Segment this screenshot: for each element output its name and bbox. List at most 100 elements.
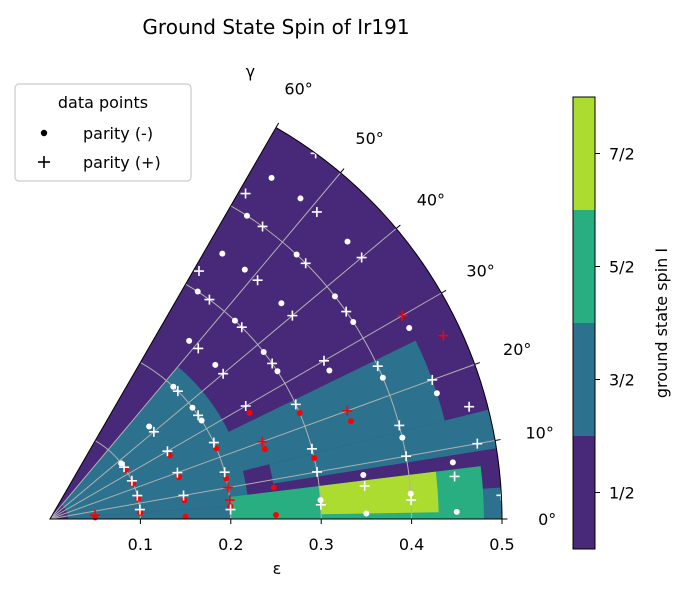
point-parity-minus [311,454,318,461]
angle-tick-label: 30° [466,261,494,280]
point-parity-plus [341,306,352,317]
point-parity-plus [406,495,417,506]
point-parity-plus [193,410,204,421]
point-parity-minus [198,417,205,424]
angle-tick-label: 10° [525,424,553,443]
colorbar: ground state spin I 1/2 3/2 5/2 7/2 [572,96,671,550]
colorbar-tick-label: 1/2 [609,484,635,503]
region-spin-7-2-5 [319,471,439,515]
point-parity-minus [360,471,367,478]
point-parity-plus [132,490,143,501]
point-parity-minus [170,383,177,390]
x-tick-label: 0.3 [308,535,333,554]
point-parity-minus [260,349,267,356]
point-parity-plus [267,358,278,369]
point-parity-plus [126,475,137,486]
wedge-outline [49,126,503,520]
colorbar-frame [572,96,596,550]
point-parity-minus [189,404,196,411]
point-parity-plus [240,401,251,411]
point-parity-minus [212,361,219,368]
point-parity-plus [252,275,263,286]
point-parity-minus [449,459,456,466]
colorbar-segment [573,436,595,549]
point-parity-plus [204,294,215,305]
colorbar-segment [573,97,595,210]
colorbar-segment [573,210,595,323]
grid-ray [49,440,496,520]
point-parity-minus [243,212,250,219]
y-axis-label: γ [246,62,255,81]
point-parity-minus [246,409,253,416]
angle-tick-label: 0° [538,510,556,529]
x-tick-label: 0.5 [489,535,514,554]
point-parity-plus [394,420,405,431]
grid-ray [49,172,341,520]
x-tick-label: 0.2 [218,535,243,554]
colorbar-label: ground state spin I [652,248,671,398]
spin-field [50,127,502,519]
angle-tick-label: 60° [284,79,312,98]
point-parity-minus [331,293,338,300]
point-parity-plus [472,438,483,449]
point-parity-plus [257,436,268,447]
point-parity-minus [363,510,370,517]
point-parity-plus [401,451,412,462]
angle-tick [395,224,401,229]
point-parity-minus [219,250,226,257]
x-tick-label: 0.4 [399,535,424,554]
point-parity-plus [464,401,475,412]
point-parity-minus [344,238,351,245]
point-parity-plus [359,480,370,491]
polar-plot-area: 0.1 0.2 0.3 0.4 0.5 ε 0° 10° 20° 30° 40° 50° 60° γ [49,62,556,578]
x-tick-label: 0.1 [128,535,153,554]
point-parity-plus [427,374,438,385]
point-parity-minus [118,460,125,467]
point-parity-minus [268,174,275,181]
point-parity-plus [306,443,317,454]
point-parity-plus [223,482,234,493]
angle-tick [441,289,447,294]
angle-tick-label: 40° [417,190,445,209]
angle-tick [495,439,501,442]
point-parity-minus [453,508,460,515]
point-parity-minus [194,288,201,295]
point-parity-plus [162,446,173,457]
point-parity-plus [342,405,353,416]
angle-tick [275,122,280,128]
point-parity-minus [326,367,333,374]
point-parity-plus [134,504,145,515]
point-parity-plus [208,437,219,448]
point-parity-minus [433,390,440,397]
point-parity-plus [312,466,323,477]
point-parity-minus [231,317,238,324]
region-spin-3-2-3 [269,409,497,484]
chart-title: Ground State Spin of Ir191 [142,15,409,39]
point-parity-minus [406,325,413,332]
legend-label-parity-minus: parity (-) [83,124,153,143]
point-parity-minus [379,374,386,381]
point-parity-plus [257,221,268,232]
point-parity-plus [438,330,449,341]
colorbar-segment [573,323,595,436]
x-axis-label: ε [273,559,282,578]
region-spin-3-2-1 [61,366,249,518]
point-parity-minus [146,423,153,430]
point-parity-plus [319,355,330,366]
point-parity-minus [296,410,303,417]
colorbar-tick-label: 5/2 [609,258,635,277]
point-parity-plus [119,462,130,473]
angle-tick [474,362,481,365]
legend-frame [14,83,192,182]
point-parity-minus [182,513,189,520]
angle-tick-label: 50° [355,129,383,148]
point-parity-plus [193,343,204,354]
point-parity-plus [372,361,383,372]
point-parity-plus [224,495,235,506]
point-parity-plus [172,386,183,397]
point-parity-plus [225,504,236,515]
angle-tick [340,168,345,174]
point-parity-plus [236,322,247,333]
angle-tick-label: 20° [503,340,531,359]
point-parity-minus [293,251,300,258]
